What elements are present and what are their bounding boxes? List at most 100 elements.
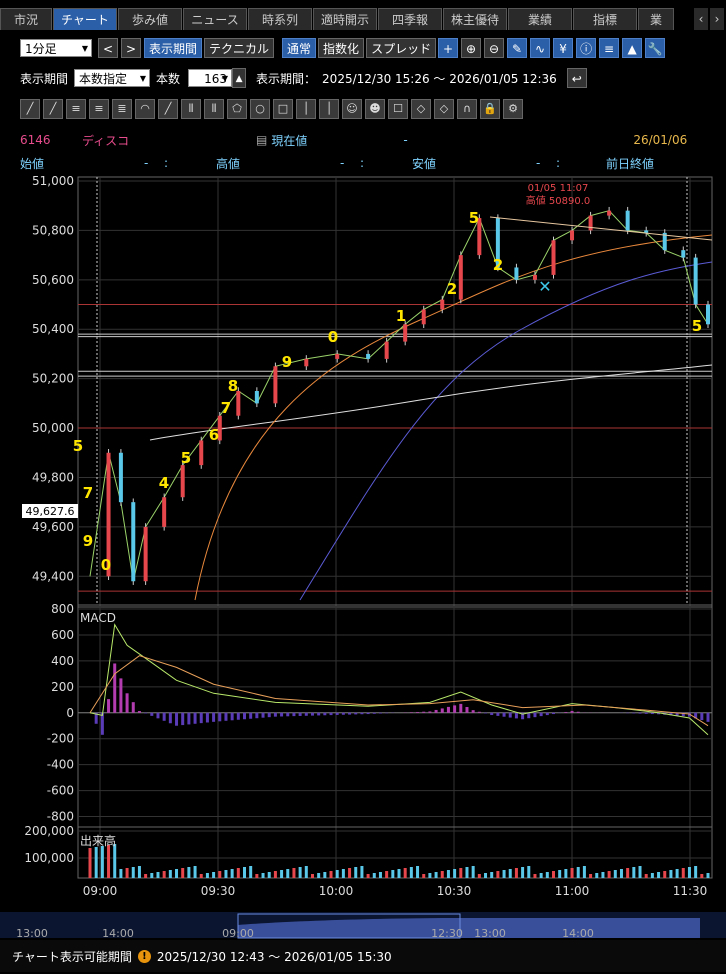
zoom-in-button[interactable]: ⊕ <box>461 38 482 58</box>
wave-label: 5 <box>73 437 83 455</box>
draw-tool-icon-7[interactable]: ⫴ <box>181 99 201 119</box>
range-button[interactable]: 表示期間 <box>144 38 203 58</box>
tab-2[interactable]: 歩み値 <box>118 8 182 30</box>
technical-button[interactable]: テクニカル <box>204 38 275 58</box>
draw-tool-icon-14[interactable]: ☺ <box>342 99 362 119</box>
macd-histogram-bar <box>681 712 685 717</box>
macd-tick-label: -600 <box>47 784 74 798</box>
macd-label: MACD <box>80 611 116 625</box>
price-tick-label: 50,200 <box>32 372 74 386</box>
overview-tick-label: 12:30 <box>431 927 463 940</box>
count-stepper[interactable]: ▲ <box>232 68 247 88</box>
draw-tool-icon-1[interactable]: ╱ <box>43 99 63 119</box>
wave-label: 6 <box>209 426 219 444</box>
draw-tool-icon-2[interactable]: ≡ <box>66 99 86 119</box>
draw-tool-icon-17[interactable]: ◇ <box>411 99 431 119</box>
chevron-right-icon[interactable]: › <box>710 8 724 30</box>
info-button[interactable]: ⓘ <box>576 38 597 58</box>
macd-histogram-bar <box>366 712 370 715</box>
zoom-out-button[interactable]: ⊖ <box>484 38 505 58</box>
draw-tool-icon-11[interactable]: □ <box>273 99 293 119</box>
tab-7[interactable]: 株主優待 <box>443 8 507 30</box>
draw-tool-icon-8[interactable]: ⫴ <box>204 99 224 119</box>
draw-tool-icon-15[interactable]: ☻ <box>365 99 385 119</box>
macd-histogram-bar <box>453 705 457 713</box>
reset-button[interactable]: ↩ <box>566 68 587 88</box>
macd-histogram-bar <box>632 712 636 714</box>
next-button[interactable]: > <box>121 38 141 58</box>
draw-tool-icon-16[interactable]: ☐ <box>388 99 408 119</box>
macd-histogram-bar <box>230 712 234 721</box>
draw-tool-icon-0[interactable]: ╱ <box>20 99 40 119</box>
spread-button[interactable]: スプレッド <box>366 38 437 58</box>
volume-bar <box>453 869 457 878</box>
volume-bar <box>255 874 259 878</box>
tab-0[interactable]: 市況 <box>0 8 52 30</box>
crosshair-button[interactable]: + <box>438 38 459 58</box>
overview-window[interactable] <box>237 913 461 939</box>
drawing-tools: ╱ ╱ ≡ ≡ ≣ ◠ ╱ ⫴ ⫴ ⬠ ○ □ │ │ ☺ ☻ ☐ ◇ ◇ ∩ 🔒 ⚙ <box>20 99 726 119</box>
volume-bar <box>694 866 698 878</box>
draw-tool-icon-12[interactable]: │ <box>296 99 316 119</box>
candle-body <box>693 257 698 305</box>
draw-tool-icon-4[interactable]: ≣ <box>112 99 132 119</box>
volume-bar <box>607 871 611 878</box>
draw-tool-icon-20[interactable]: 🔒 <box>480 99 500 119</box>
draw-tool-icon-9[interactable]: ⬠ <box>227 99 247 119</box>
price-tick-label: 51,000 <box>32 174 74 188</box>
ma-mid <box>149 364 713 441</box>
yen-button[interactable]: ¥ <box>553 38 574 58</box>
x-tick-label: 09:00 <box>83 884 118 898</box>
low-time: : <box>556 156 561 170</box>
draw-tool-icon-3[interactable]: ≡ <box>89 99 109 119</box>
period-mode-select[interactable]: 本数指定 <box>74 69 151 88</box>
tab-4[interactable]: 時系列 <box>248 8 312 30</box>
interval-select[interactable]: 1分足 <box>20 39 92 58</box>
draw-tool-icon-6[interactable]: ╱ <box>158 99 178 119</box>
trend-line <box>489 216 713 241</box>
open-time: : <box>164 156 169 170</box>
volume-profile-button[interactable]: ▲ <box>622 38 643 58</box>
macd-histogram-bar <box>212 712 216 722</box>
candle-body <box>532 274 537 280</box>
draw-tool-icon-21[interactable]: ⚙ <box>503 99 523 119</box>
tab-3[interactable]: ニュース <box>183 8 247 30</box>
draw-tool-icon-10[interactable]: ○ <box>250 99 270 119</box>
my-tech-button[interactable]: ≡ <box>599 38 620 58</box>
stock-chart[interactable]: 51,000 50,800 50,600 50,400 50,200 50,000 49,8… <box>0 174 726 940</box>
wave-button[interactable]: ∿ <box>530 38 551 58</box>
volume-bar <box>545 872 549 878</box>
wave-label: 7 <box>83 484 93 502</box>
tab-9[interactable]: 指標 <box>573 8 637 30</box>
draw-button[interactable]: ✎ <box>507 38 528 58</box>
volume-bar <box>236 868 240 878</box>
tab-10[interactable]: 業 <box>638 8 674 30</box>
candle-body <box>644 230 649 233</box>
zoom-in-icon: ⊕ <box>466 42 477 56</box>
macd-histogram-bar <box>434 709 438 713</box>
macd-histogram-bar <box>218 712 222 722</box>
chevron-left-icon[interactable]: ‹ <box>694 8 708 30</box>
normal-button[interactable]: 通常 <box>282 38 317 58</box>
settings-button[interactable]: 🔧 <box>645 38 666 58</box>
index-button[interactable]: 指数化 <box>318 38 365 58</box>
tab-8[interactable]: 業績 <box>508 8 572 30</box>
draw-tool-icon-13[interactable]: │ <box>319 99 339 119</box>
macd-histogram-bar <box>255 712 259 719</box>
info-icon: ⓘ <box>580 42 593 56</box>
macd-histogram-bar <box>224 712 228 721</box>
macd-histogram-bar <box>100 712 104 735</box>
draw-tool-icon-19[interactable]: ∩ <box>457 99 477 119</box>
tab-5[interactable]: 適時開示 <box>313 8 377 30</box>
draw-tool-icon-5[interactable]: ◠ <box>135 99 155 119</box>
draw-tool-icon-18[interactable]: ◇ <box>434 99 454 119</box>
tab-1[interactable]: チャート <box>53 8 117 30</box>
price-tick-label: 50,600 <box>32 273 74 287</box>
prev-button[interactable]: < <box>98 38 118 58</box>
price-line <box>89 210 709 582</box>
candle-body <box>458 255 463 300</box>
volume-bar <box>496 871 500 878</box>
macd-histogram-bar <box>552 712 555 715</box>
tab-6[interactable]: 四季報 <box>378 8 442 30</box>
count-input[interactable]: 163 <box>188 69 233 88</box>
